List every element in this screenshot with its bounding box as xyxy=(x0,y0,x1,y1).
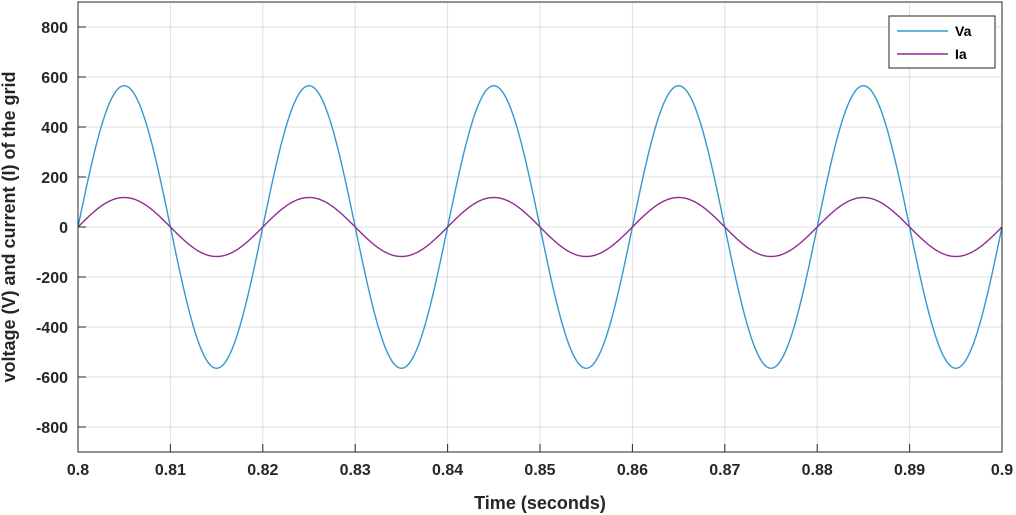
legend-label-va: Va xyxy=(955,23,972,39)
y-tick-label: -200 xyxy=(36,270,68,287)
y-tick-label: 800 xyxy=(41,20,68,37)
plot-frame xyxy=(77,1,1003,453)
x-tick-label: 0.8 xyxy=(67,462,89,479)
x-tick-label: 0.9 xyxy=(991,462,1013,479)
x-tick-labels: 0.8 0.81 0.82 0.83 0.84 0.85 0.86 0.87 0.88 0.89 0… xyxy=(67,462,1013,479)
legend-label-ia: Ia xyxy=(955,46,967,62)
y-tick-label: -600 xyxy=(36,370,68,387)
x-tick-label: 0.86 xyxy=(617,462,648,479)
x-axis-title: Time (seconds) xyxy=(474,493,606,513)
y-tick-label: -400 xyxy=(36,320,68,337)
y-tick-label: 0 xyxy=(59,220,68,237)
legend-box xyxy=(888,15,996,69)
y-tick-label: -800 xyxy=(36,420,68,437)
series-layer xyxy=(77,85,1003,369)
legend: Va Ia xyxy=(888,15,996,69)
x-tick-label: 0.88 xyxy=(802,462,833,479)
x-tick-label: 0.89 xyxy=(894,462,925,479)
series-line-ia xyxy=(77,196,1003,258)
x-tick-label: 0.84 xyxy=(432,462,463,479)
y-tick-label: 600 xyxy=(41,70,68,87)
y-tick-labels: 800 600 400 200 0 -200 -400 -600 -800 xyxy=(36,20,68,437)
y-tick-label: 200 xyxy=(41,170,68,187)
x-tick-label: 0.81 xyxy=(155,462,186,479)
x-tick-label: 0.82 xyxy=(247,462,278,479)
y-tick-label: 400 xyxy=(41,120,68,137)
y-axis-title: voltage (V) and current (I) of the grid xyxy=(0,71,19,382)
x-tick-label: 0.87 xyxy=(709,462,740,479)
x-tick-label: 0.85 xyxy=(524,462,555,479)
x-tick-label: 0.83 xyxy=(340,462,371,479)
